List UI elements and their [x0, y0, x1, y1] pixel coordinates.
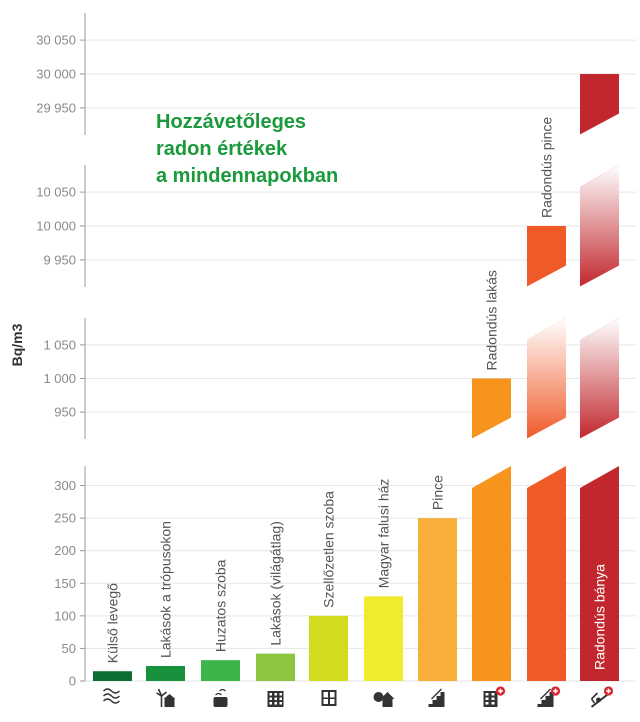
bar-label: Lakások (világátlag) — [268, 521, 284, 646]
bar-segment — [527, 466, 566, 681]
bar-break-cut — [526, 265, 567, 289]
bar-8 — [471, 378, 512, 681]
bar-10 — [579, 74, 620, 681]
bar-label: Szellőzetlen szoba — [321, 491, 337, 608]
mine-icon — [590, 686, 614, 708]
bar-top-segment — [256, 653, 295, 681]
stairs-icon — [428, 688, 445, 707]
bar-segment-fade — [580, 318, 619, 439]
bar-3 — [201, 660, 240, 681]
wind-icon — [103, 688, 120, 704]
bar-label: Radondús lakás — [484, 270, 500, 370]
bar-labels: Külső levegő Lakások a trópusokon Huzatos … — [105, 117, 608, 670]
chart-title-line-2: radon értékek — [156, 138, 288, 160]
y-tick-label: 100 — [54, 608, 76, 623]
y-tick-label: 50 — [62, 641, 76, 656]
bar-break-cut — [579, 417, 620, 441]
palm-house-icon — [156, 688, 176, 707]
bar-7 — [418, 518, 457, 681]
bar-5 — [309, 615, 348, 681]
apartment-icon — [267, 691, 284, 707]
y-tick-label: 150 — [54, 576, 76, 591]
y-axis: 0 50 100 150 200 250 300 950 1 000 1 050 9 950 10 0… — [36, 13, 86, 689]
y-tick-label: 10 050 — [36, 185, 76, 200]
bar-label: Lakások a trópusokon — [158, 521, 174, 658]
village-house-icon — [373, 692, 395, 707]
bar-9 — [526, 226, 567, 681]
radon-stairs-icon — [537, 686, 561, 707]
bar-top-segment — [201, 660, 240, 681]
bar-label: Radondús bánya — [592, 564, 608, 670]
bar-6 — [364, 596, 403, 681]
bar-4 — [256, 653, 295, 681]
bar-break-cut — [579, 113, 620, 137]
radon-badge-icon — [603, 686, 614, 696]
radon-badge-icon — [550, 686, 561, 696]
y-tick-label: 200 — [54, 543, 76, 558]
y-tick-label: 1 050 — [43, 337, 76, 352]
y-axis-label: Bq/m3 — [9, 323, 25, 366]
y-tick-label: 29 950 — [36, 100, 76, 115]
bar-top-segment — [364, 596, 403, 681]
category-icons — [103, 686, 614, 708]
y-tick-label: 30 050 — [36, 33, 76, 48]
y-tick-label: 300 — [54, 478, 76, 493]
draft-room-icon — [213, 688, 228, 707]
bar-break-cut — [471, 417, 512, 441]
bar-label: Pince — [430, 475, 446, 510]
window-icon — [321, 690, 337, 706]
bar-top-segment — [146, 666, 185, 681]
chart-title-line-3: a mindennapokban — [156, 165, 338, 187]
y-tick-label: 0 — [69, 674, 76, 689]
y-tick-label: 9 950 — [43, 252, 76, 267]
bar-2 — [146, 666, 185, 681]
radon-badge-icon — [495, 686, 506, 696]
radon-apartment-icon — [483, 686, 506, 707]
bar-label: Radondús pince — [539, 117, 555, 218]
gridlines — [85, 39, 636, 682]
bars — [93, 74, 620, 681]
bar-top-segment — [418, 518, 457, 681]
y-tick-label: 30 000 — [36, 67, 76, 82]
bar-top-segment — [309, 615, 348, 681]
bar-label: Külső levegő — [105, 583, 121, 663]
bar-segment-fade — [527, 318, 566, 439]
bar-top-segment — [93, 671, 132, 681]
bar-break-cut — [526, 417, 567, 441]
y-tick-label: 250 — [54, 511, 76, 526]
y-tick-label: 950 — [54, 405, 76, 420]
bar-segment-fade — [580, 165, 619, 287]
y-tick-label: 1 000 — [43, 371, 76, 386]
chart-title-line-1: Hozzávetőleges — [156, 111, 306, 133]
bar-label: Magyar falusi ház — [376, 479, 392, 589]
bar-segment — [580, 466, 619, 681]
bar-label: Huzatos szoba — [213, 559, 229, 652]
bar-segment — [472, 466, 511, 681]
bar-1 — [93, 671, 132, 681]
y-tick-label: 10 000 — [36, 219, 76, 234]
bar-break-cut — [579, 265, 620, 289]
